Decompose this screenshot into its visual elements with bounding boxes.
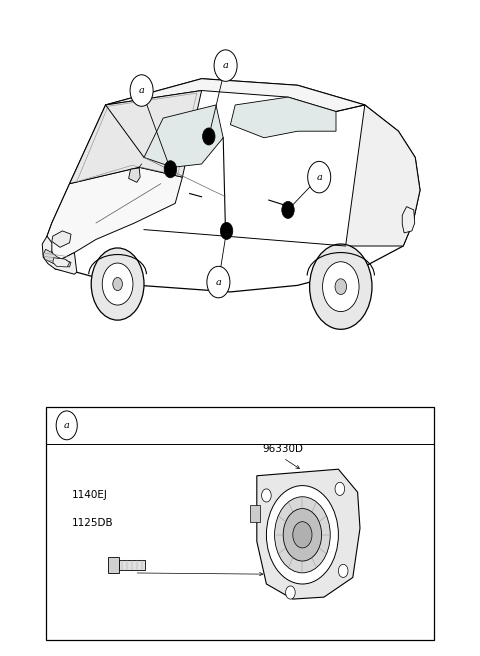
Circle shape — [283, 508, 322, 561]
Circle shape — [308, 161, 331, 193]
Text: a: a — [216, 277, 221, 287]
Circle shape — [214, 50, 237, 81]
Bar — [108, 557, 119, 573]
Polygon shape — [43, 249, 71, 267]
Bar — [250, 505, 260, 522]
Circle shape — [102, 263, 133, 305]
Polygon shape — [230, 97, 336, 138]
Polygon shape — [47, 167, 182, 262]
Polygon shape — [42, 236, 77, 274]
Text: 1125DB: 1125DB — [72, 518, 114, 528]
Circle shape — [310, 244, 372, 329]
Circle shape — [130, 75, 153, 106]
Circle shape — [338, 564, 348, 577]
Circle shape — [282, 201, 294, 218]
Circle shape — [91, 248, 144, 320]
Polygon shape — [53, 258, 70, 267]
Circle shape — [203, 128, 215, 145]
Circle shape — [113, 277, 122, 291]
Text: a: a — [223, 61, 228, 70]
Polygon shape — [402, 207, 415, 233]
Polygon shape — [70, 91, 202, 184]
Polygon shape — [47, 79, 420, 292]
Polygon shape — [106, 79, 365, 112]
Circle shape — [262, 489, 271, 502]
Text: a: a — [139, 86, 144, 95]
Circle shape — [293, 522, 312, 548]
Circle shape — [207, 266, 230, 298]
Bar — [46, 407, 434, 640]
Text: a: a — [64, 421, 70, 430]
Polygon shape — [52, 231, 71, 247]
Polygon shape — [129, 168, 140, 182]
Circle shape — [56, 411, 77, 440]
Bar — [119, 560, 145, 569]
Text: a: a — [316, 173, 322, 182]
Polygon shape — [257, 469, 360, 599]
Circle shape — [335, 279, 347, 295]
Circle shape — [275, 497, 330, 573]
Polygon shape — [346, 105, 420, 246]
Circle shape — [335, 482, 345, 495]
Circle shape — [164, 161, 177, 178]
Text: 96330D: 96330D — [263, 443, 304, 454]
Circle shape — [220, 222, 233, 239]
Circle shape — [286, 586, 295, 599]
Polygon shape — [144, 105, 223, 167]
Circle shape — [323, 262, 359, 312]
Circle shape — [266, 485, 338, 584]
Text: 1140EJ: 1140EJ — [72, 490, 108, 501]
